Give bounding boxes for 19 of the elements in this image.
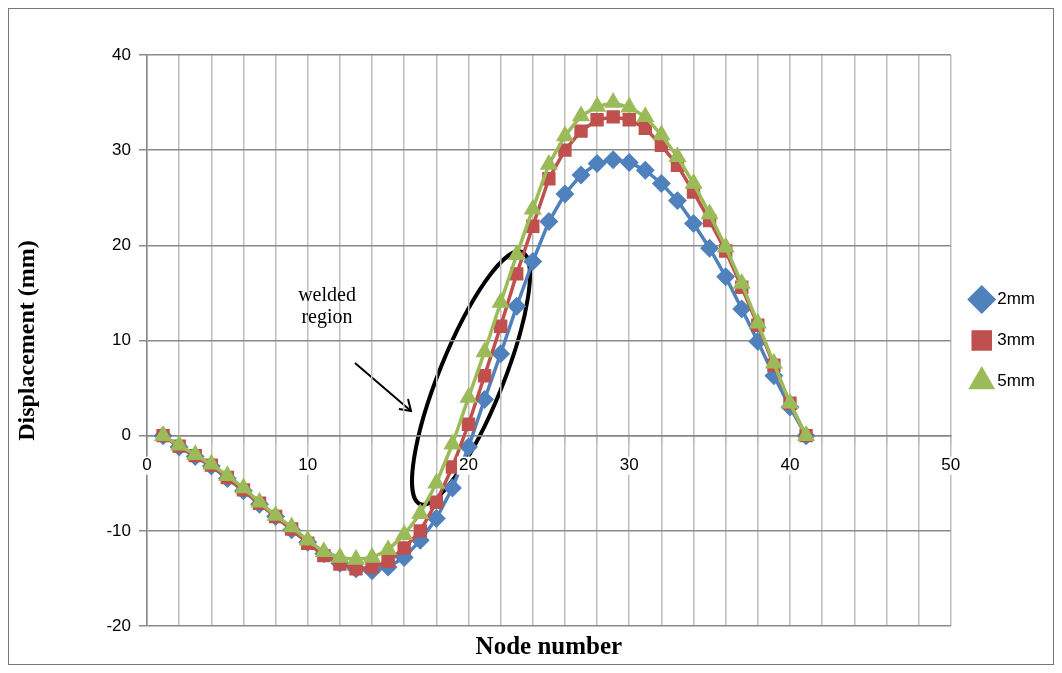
x-axis-title: Node number: [475, 632, 623, 659]
y-tick-label: -10: [106, 520, 131, 540]
x-tick-label: 50: [941, 454, 961, 474]
y-tick-label: 0: [121, 425, 131, 445]
legend-label: 5mm: [997, 371, 1035, 391]
y-tick-label: 20: [112, 235, 131, 255]
y-axis-title: Displacement (mm): [12, 240, 39, 441]
x-tick-label: 0: [142, 454, 152, 474]
y-tick-label: 10: [112, 330, 131, 350]
x-tick-label: 30: [619, 454, 639, 474]
x-tick-label: 40: [780, 454, 800, 474]
x-tick-label: 20: [459, 454, 478, 474]
y-tick-label: -20: [106, 615, 131, 635]
annotation: welded region: [298, 283, 356, 328]
y-tick-label: 30: [112, 139, 131, 159]
x-tick-label: 10: [298, 454, 318, 474]
legend-label: 2mm: [997, 289, 1035, 309]
y-tick-label: 40: [112, 44, 131, 64]
legend-label: 3mm: [997, 330, 1035, 350]
